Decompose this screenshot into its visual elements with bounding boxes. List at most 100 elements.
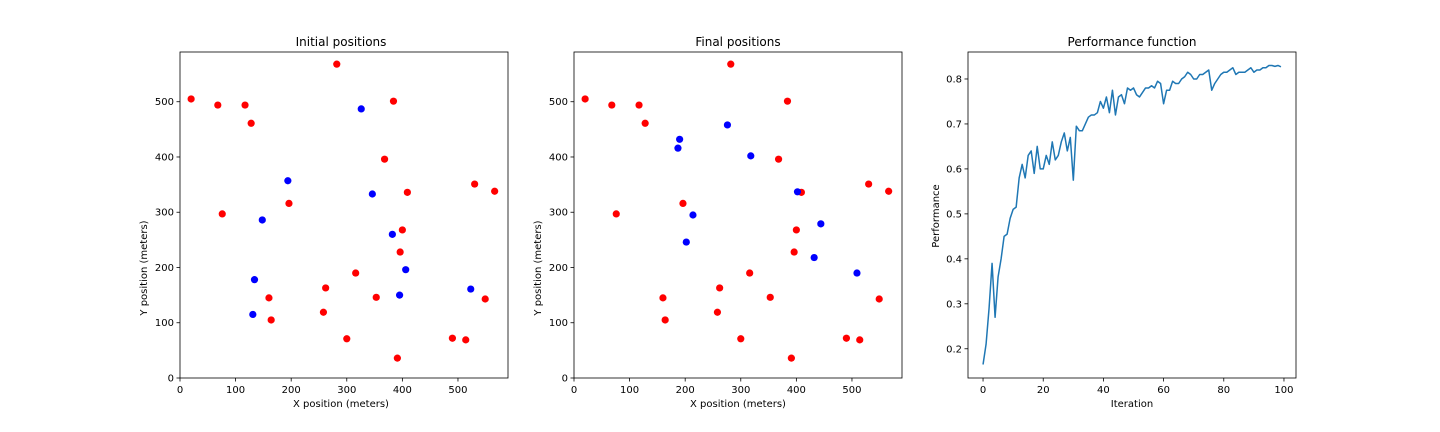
red-point [727,60,735,68]
red-point [790,248,798,256]
blue-point [810,253,818,262]
red-point [792,226,800,234]
red-point [333,60,341,68]
red-point [746,269,754,277]
x-axis-label: X position (meters) [293,399,389,410]
axes-frame [179,51,509,379]
red-point [766,293,774,301]
red-point [787,354,795,362]
x-tick-label: 200 [282,385,301,396]
red-point [319,308,328,316]
y-axis-label: Y position (meters) [533,220,544,316]
red-point [265,294,273,302]
chart-title: Final positions [695,35,780,49]
blue-point [723,121,732,129]
y-tick-label: 200 [155,263,174,274]
blue-point [793,188,802,196]
red-point [679,199,687,207]
blue-point [402,266,410,274]
blue-point [357,105,365,113]
y-tick-label: 400 [155,152,174,163]
x-tick-label: 20 [1037,385,1050,396]
red-point [481,295,489,303]
red-point [380,155,389,163]
red-point [783,97,792,105]
red-point [462,336,470,344]
blue-point [284,177,292,185]
blue-point [395,291,404,299]
x-tick-label: 0 [980,385,986,396]
red-point [865,180,873,188]
chart-title: Performance function [1068,35,1197,49]
red-point [241,101,249,109]
y-tick-label: 100 [155,318,174,329]
blue-point [467,285,475,293]
blue-point [249,310,257,319]
red-point [774,155,783,163]
x-tick-label: 400 [393,385,412,396]
y-tick-label: 400 [549,152,568,163]
y-tick-label: 0.7 [946,119,962,130]
red-point [285,199,293,207]
red-point [608,101,616,109]
plot-area: 0 100 200 300 400 500 0 100 200 300 400 500 [155,51,509,396]
y-tick-label: 500 [155,97,174,108]
y-tick-label: 0.5 [946,209,962,220]
y-tick-label: 0.3 [946,299,962,310]
x-tick-label: 100 [1274,385,1293,396]
red-point [322,284,330,292]
x-tick-label: 0 [177,385,183,396]
red-point [352,269,360,277]
red-point [659,294,667,302]
x-tick-label: 100 [620,385,639,396]
blue-point [676,135,684,143]
performance-line [982,64,1282,365]
red-point [214,101,222,109]
initial-positions-panel: Initial positions X position (meters) Y … [139,35,509,410]
blue-point [817,220,825,228]
x-axis-label: Iteration [1111,399,1153,410]
red-point [267,316,275,324]
red-point [372,293,380,301]
red-point [247,119,255,127]
red-point [389,97,398,105]
red-point [581,95,589,103]
blue-point [853,269,861,277]
blue-point [388,230,396,238]
x-tick-label: 200 [676,385,695,396]
red-point [491,187,499,195]
red-point [856,336,864,344]
blue-point [250,276,259,284]
x-tick-label: 100 [226,385,245,396]
red-point [842,334,851,342]
final-positions-panel: Final positions X position (meters) Y po… [533,35,903,410]
red-point [187,95,195,103]
y-tick-label: 0.8 [946,74,962,85]
plot-area: 0 20 40 60 80 100 0.2 0.3 0.4 0.5 0.6 0.7 0.8 [946,51,1297,396]
chart-title: Initial positions [296,35,387,49]
red-point [875,295,883,303]
red-point [737,335,745,343]
blue-point [747,152,755,160]
red-point [885,187,893,195]
red-point [612,210,620,218]
red-point [661,316,669,324]
y-tick-label: 0.4 [946,254,962,265]
red-point [641,119,649,127]
axes-frame [967,51,1297,379]
red-point [635,101,643,109]
y-tick-label: 0 [562,374,568,385]
blue-point [689,211,697,219]
red-point [716,284,724,292]
x-tick-label: 300 [337,385,356,396]
y-axis-label: Performance [931,184,942,247]
blue-point [368,190,376,198]
x-tick-label: 40 [1097,385,1110,396]
red-point [393,354,401,362]
red-point [218,210,226,218]
red-point [343,335,351,343]
red-point [398,226,406,234]
y-tick-label: 100 [549,318,568,329]
red-point [396,248,404,256]
